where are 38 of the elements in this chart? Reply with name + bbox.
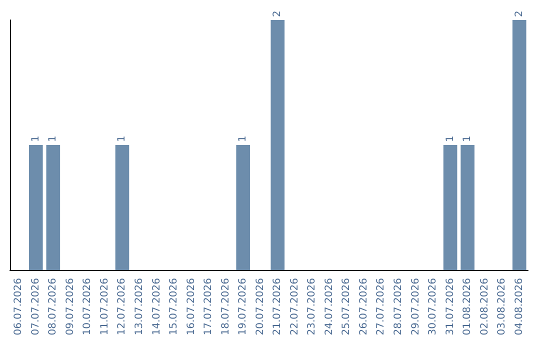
x-tick-label: 30.07.2026	[428, 278, 439, 336]
data-label: 1	[48, 136, 59, 142]
x-tick-label: 06.07.2026	[13, 278, 24, 336]
data-label: 2	[514, 10, 525, 17]
x-tick-label: 07.07.2026	[30, 278, 42, 336]
data-label: 1	[116, 136, 128, 142]
x-tick-label: 08.07.2026	[48, 278, 59, 336]
x-tick-label: 10.07.2026	[82, 278, 94, 336]
x-tick-label: 26.07.2026	[358, 278, 370, 336]
x-tick-label: 18.07.2026	[220, 278, 232, 336]
x-tick-label: 25.07.2026	[341, 278, 352, 336]
x-tick-label: 15.07.2026	[168, 278, 180, 336]
x-tick-label: 19.07.2026	[238, 278, 249, 336]
data-label: 1	[30, 136, 42, 142]
x-tick-label: 16.07.2026	[186, 278, 197, 336]
data-label: 1	[238, 136, 249, 142]
data-label: 2	[272, 10, 284, 17]
x-tick-label: 01.08.2026	[462, 278, 474, 336]
x-tick-label: 14.07.2026	[151, 278, 162, 336]
x-tick-label: 22.07.2026	[289, 278, 300, 336]
x-tick-label: 24.07.2026	[324, 278, 335, 336]
x-tick-label: 04.08.2026	[514, 278, 525, 336]
x-tick-label: 29.07.2026	[410, 278, 422, 336]
x-tick-label: 03.08.2026	[496, 278, 508, 336]
x-tick-label: 28.07.2026	[393, 278, 404, 336]
x-tick-label: 27.07.2026	[376, 278, 387, 336]
data-label: 1	[444, 136, 456, 142]
x-tick-label: 13.07.2026	[134, 278, 145, 336]
x-tick-label: 17.07.2026	[203, 278, 214, 336]
x-tick-label: 12.07.2026	[116, 278, 128, 336]
x-tick-label: 11.07.2026	[99, 278, 110, 336]
x-tick-label: 20.07.2026	[254, 278, 266, 336]
x-tick-label: 09.07.2026	[64, 278, 76, 336]
data-label: 1	[462, 136, 474, 142]
x-tick-label: 31.07.2026	[444, 278, 456, 336]
x-tick-label: 02.08.2026	[479, 278, 490, 336]
x-tick-label: 21.07.2026	[272, 278, 284, 336]
x-tick-label: 23.07.2026	[306, 278, 318, 336]
